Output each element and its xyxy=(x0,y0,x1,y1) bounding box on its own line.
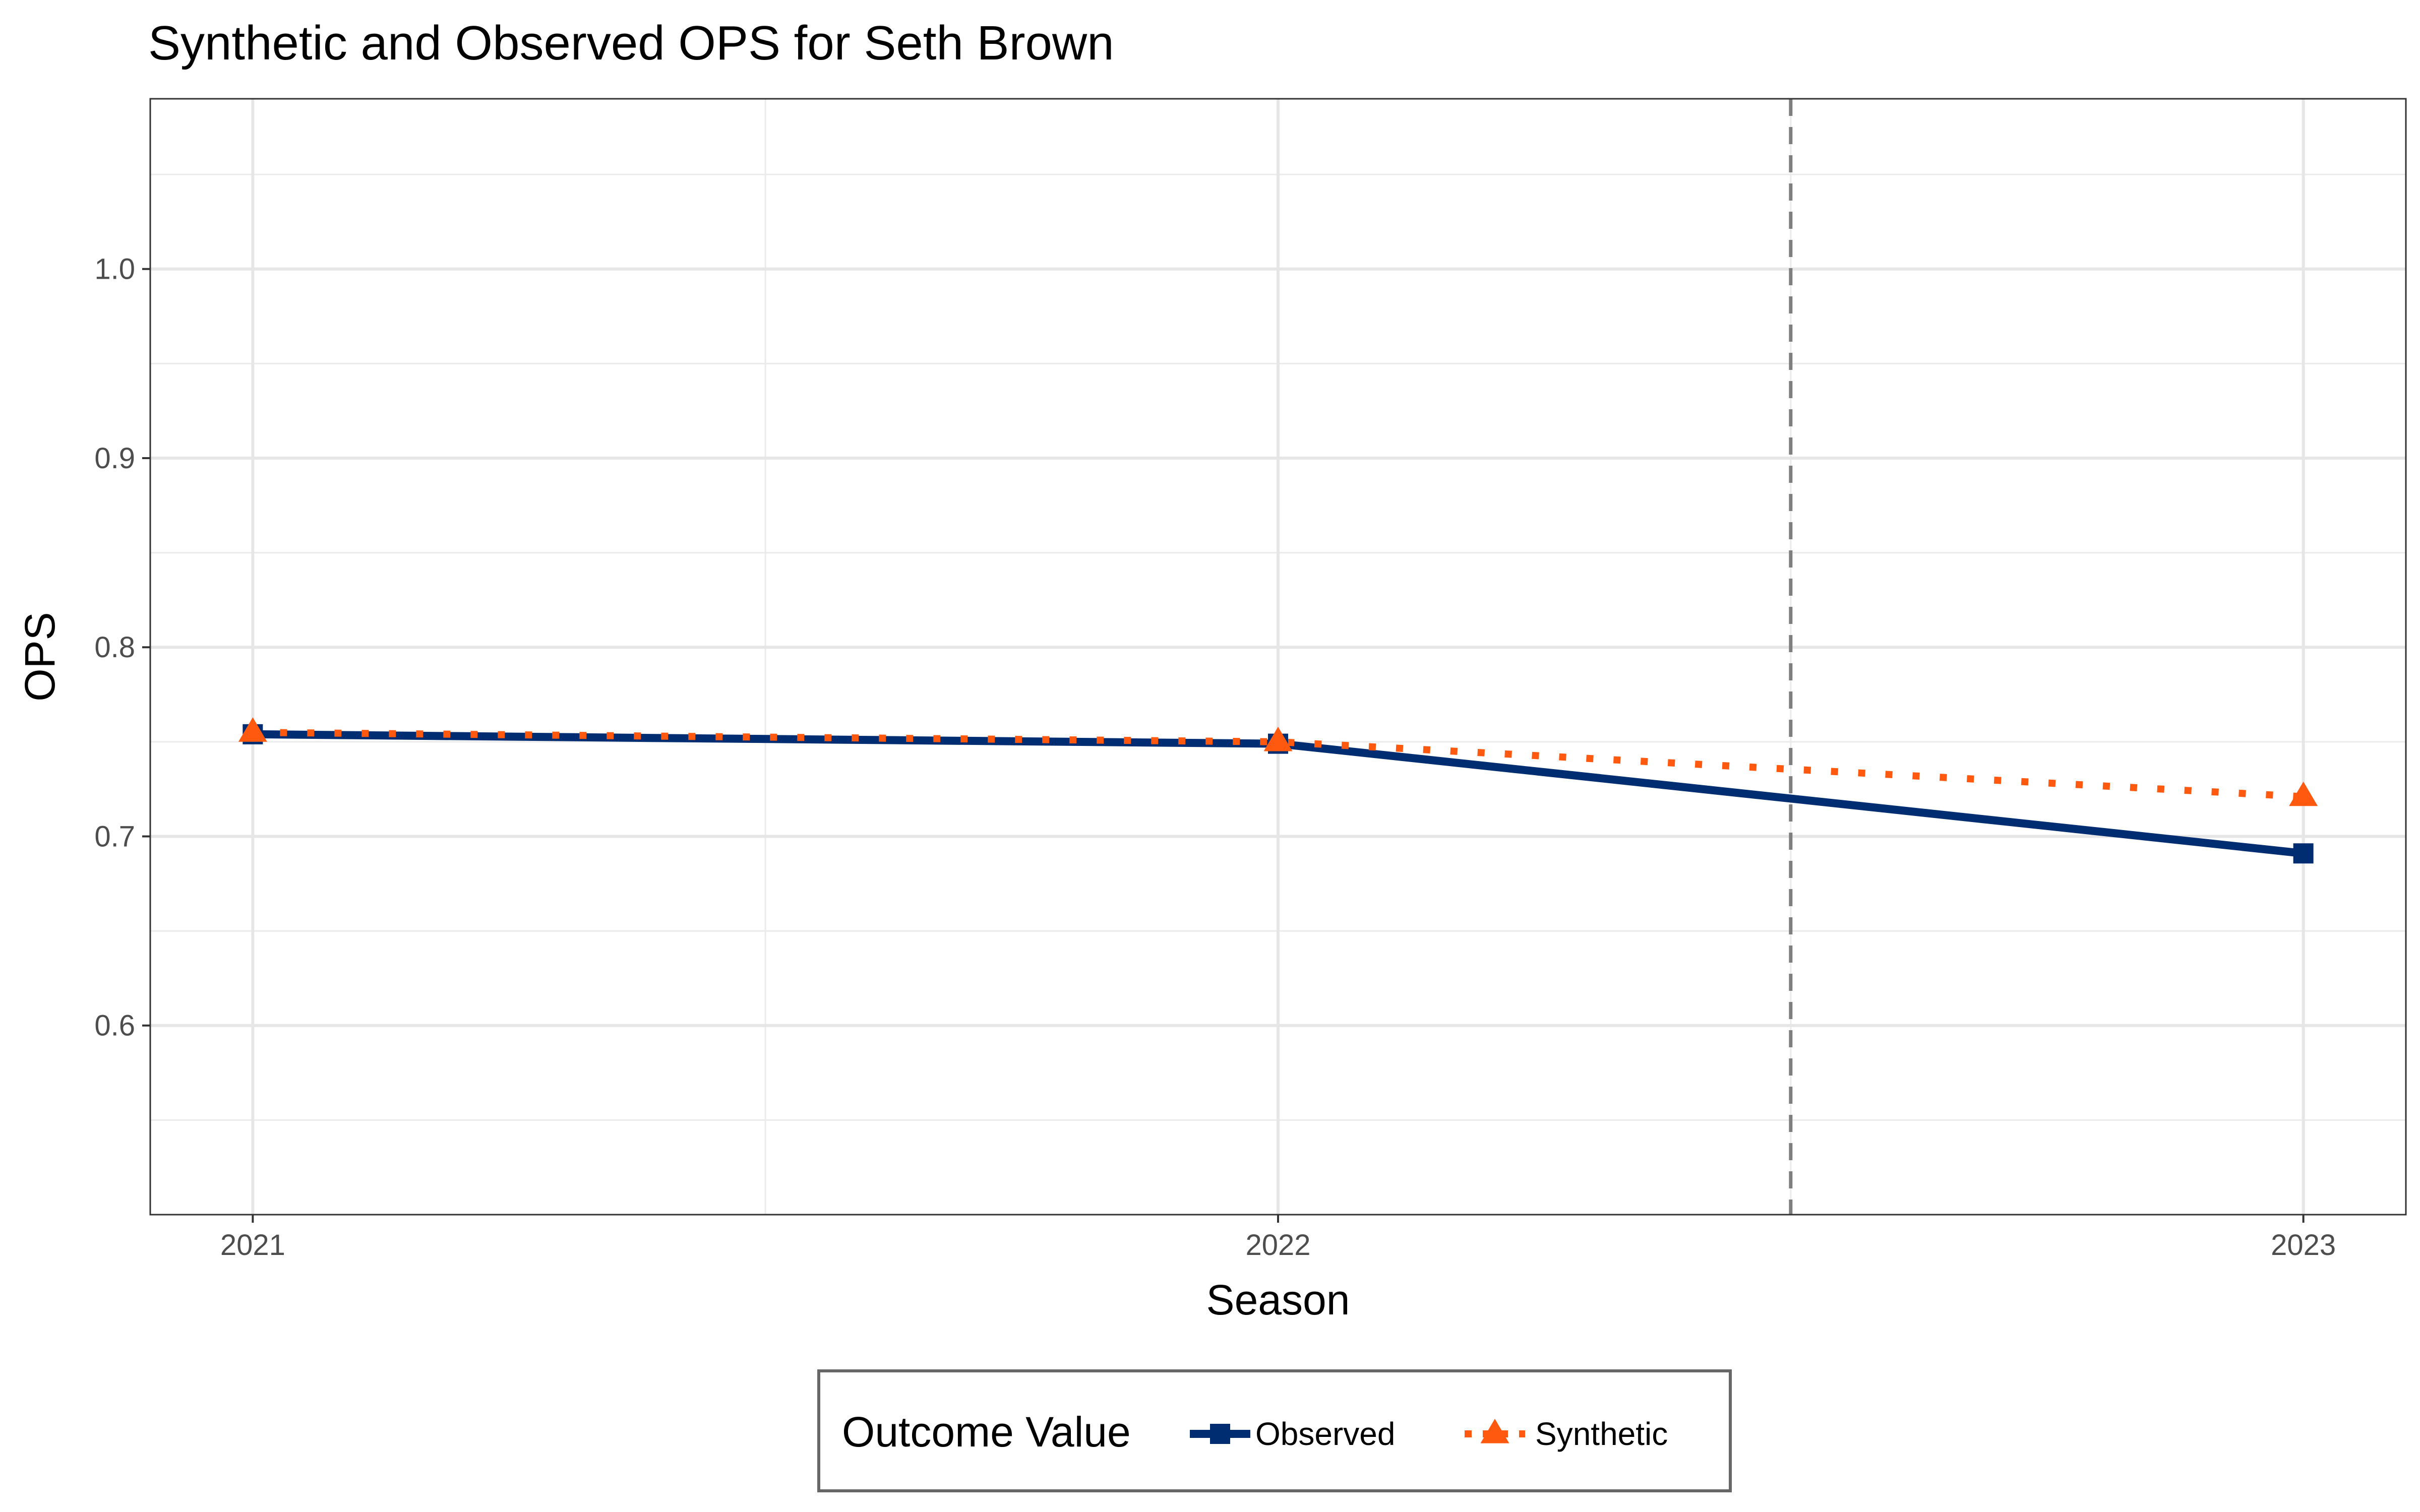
major-gridlines xyxy=(150,99,2406,1215)
x-tick-label: 2022 xyxy=(1245,1229,1310,1262)
y-axis: 0.6 0.7 0.8 0.9 1.0 xyxy=(94,253,150,1042)
legend-box xyxy=(817,1369,1732,1492)
legend-title: Outcome Value xyxy=(842,1408,1131,1456)
point-synthetic xyxy=(2289,781,2318,806)
y-tick-label: 1.0 xyxy=(94,253,135,286)
y-axis-title: OPS xyxy=(16,612,64,701)
legend: Outcome Value Observed Synthetic xyxy=(817,1369,1732,1492)
y-tick-label: 0.8 xyxy=(94,631,135,664)
y-tick-label: 0.7 xyxy=(94,820,135,853)
legend-key-marker xyxy=(1480,1419,1509,1443)
legend-key-marker xyxy=(1210,1424,1230,1444)
chart-title: Synthetic and Observed OPS for Seth Brow… xyxy=(148,16,1114,70)
legend-label-synthetic: Synthetic xyxy=(1535,1416,1668,1452)
point-observed xyxy=(2293,843,2314,864)
legend-items: Observed Synthetic xyxy=(1190,1416,1668,1452)
y-tick-label: 0.6 xyxy=(94,1010,135,1042)
legend-key-observed xyxy=(1190,1424,1250,1444)
legend-label-observed: Observed xyxy=(1255,1416,1395,1452)
point-synthetic xyxy=(1263,726,1293,751)
point-synthetic xyxy=(238,717,267,742)
x-axis-title: Season xyxy=(1206,1276,1350,1324)
y-tick-label: 0.9 xyxy=(94,442,135,475)
series-layer xyxy=(238,717,2318,864)
x-axis: 2021 2022 2023 xyxy=(220,1215,2336,1262)
legend-key-synthetic xyxy=(1465,1419,1525,1443)
x-tick-label: 2023 xyxy=(2271,1229,2336,1262)
x-tick-label: 2021 xyxy=(220,1229,285,1262)
